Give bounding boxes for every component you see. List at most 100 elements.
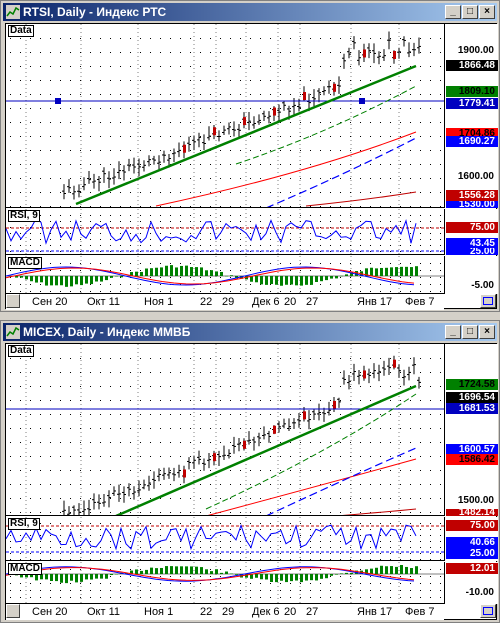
- price-grid: [220, 150, 221, 151]
- macd-grid: [250, 569, 251, 570]
- price-grid: [120, 358, 121, 359]
- price-grid: [330, 108, 331, 109]
- macd-grid: [300, 590, 301, 591]
- price-grid: [10, 498, 11, 499]
- price-grid: [10, 428, 11, 429]
- price-grid: [270, 428, 271, 429]
- rsi-grid: [420, 523, 421, 524]
- price-grid: [10, 400, 11, 401]
- price-grid: [350, 442, 351, 443]
- price-grid: [370, 442, 371, 443]
- price-grid: [220, 192, 221, 193]
- price-grid: [400, 498, 401, 499]
- price-grid: [40, 358, 41, 359]
- chart-area[interactable]: Data 1900.00 1600.00 1866.48 1809.10 177…: [5, 23, 498, 310]
- price-grid: [100, 52, 101, 53]
- price-grid: [110, 414, 111, 415]
- price-grid: [300, 108, 301, 109]
- close-button[interactable]: ×: [479, 5, 495, 19]
- macd-pane[interactable]: MACD: [6, 562, 444, 604]
- minimize-button[interactable]: _: [445, 325, 461, 339]
- price-grid: [440, 400, 441, 401]
- minimize-button[interactable]: _: [445, 5, 461, 19]
- price-grid: [90, 442, 91, 443]
- rsi-grid: [150, 245, 151, 246]
- close-button[interactable]: ×: [479, 325, 495, 339]
- price-grid: [20, 442, 21, 443]
- price-grid: [80, 358, 81, 359]
- macd-histogram-bar: [190, 267, 193, 276]
- price-grid: [110, 52, 111, 53]
- macd-histogram-bar: [40, 276, 43, 283]
- rsi-grid: [10, 547, 11, 548]
- scroll-left-button[interactable]: [6, 294, 20, 308]
- price-grid: [330, 164, 331, 165]
- macd-histogram-bar: [185, 265, 188, 276]
- price-pane[interactable]: Data: [6, 344, 444, 516]
- moving-average-red: [155, 131, 417, 207]
- scroll-left-button[interactable]: [6, 604, 20, 618]
- rsi-pane[interactable]: RSI, 9: [6, 517, 444, 561]
- price-tick: 1500.00: [457, 495, 494, 506]
- rsi-grid: [400, 227, 401, 228]
- macd-pane[interactable]: MACD: [6, 256, 444, 294]
- macd-histogram-bar: [100, 574, 103, 579]
- price-grid: [140, 108, 141, 109]
- price-grid: [320, 498, 321, 499]
- maximize-button[interactable]: □: [462, 5, 478, 19]
- chart-settings-icon[interactable]: [480, 294, 496, 308]
- price-grid: [180, 512, 181, 513]
- price-grid: [320, 136, 321, 137]
- maximize-button[interactable]: □: [462, 325, 478, 339]
- price-grid: [260, 358, 261, 359]
- price-grid: [420, 442, 421, 443]
- rsi-grid: [250, 251, 251, 252]
- price-grid: [240, 358, 241, 359]
- title-bar[interactable]: MICEX, Daily - Индекс ММВБ _ □ ×: [3, 323, 497, 341]
- rsi-grid: [50, 215, 51, 216]
- macd-histogram-bar: [330, 276, 333, 279]
- rsi-grid: [180, 251, 181, 252]
- price-grid: [200, 38, 201, 39]
- macd-grid: [170, 263, 171, 264]
- macd-grid: [160, 597, 161, 598]
- price-grid: [440, 498, 441, 499]
- rsi-grid: [300, 233, 301, 234]
- rsi-grid: [360, 553, 361, 554]
- macd-grid: [230, 284, 231, 285]
- macd-grid: [440, 576, 441, 577]
- macd-grid: [50, 597, 51, 598]
- chart-area[interactable]: Data 1500.00 1724.58 1696.54 1681.53 160…: [5, 343, 498, 620]
- title-bar[interactable]: RTSI, Daily - Индекс РТС _ □ ×: [3, 3, 497, 21]
- micex-chart-window[interactable]: MICEX, Daily - Индекс ММВБ _ □ × Data 15…: [0, 320, 500, 623]
- macd-grid: [420, 291, 421, 292]
- rsi-pane[interactable]: RSI, 9: [6, 209, 444, 255]
- rsi-grid: [80, 529, 81, 530]
- chart-settings-icon[interactable]: [480, 604, 496, 618]
- price-grid: [100, 136, 101, 137]
- price-grid: [10, 178, 11, 179]
- price-grid: [330, 66, 331, 67]
- rsi-grid: [240, 535, 241, 536]
- price-grid: [430, 178, 431, 179]
- rtsi-chart-window[interactable]: RTSI, Daily - Индекс РТС _ □ × Data 1900…: [0, 0, 500, 312]
- price-grid: [250, 52, 251, 53]
- price-grid: [230, 136, 231, 137]
- price-grid: [280, 442, 281, 443]
- macd-histogram-bar: [295, 276, 298, 286]
- price-grid: [420, 94, 421, 95]
- moving-average-long: [305, 191, 417, 207]
- rsi-grid: [90, 239, 91, 240]
- macd-grid: [320, 284, 321, 285]
- macd-grid: [220, 284, 221, 285]
- price-grid: [100, 94, 101, 95]
- rsi-grid: [170, 535, 171, 536]
- rsi-grid: [60, 523, 61, 524]
- rsi-grid: [370, 535, 371, 536]
- rsi-grid: [140, 541, 141, 542]
- price-pane[interactable]: Data: [6, 24, 444, 208]
- moving-average-green: [235, 85, 417, 165]
- price-grid: [250, 94, 251, 95]
- macd-grid: [210, 277, 211, 278]
- price-grid: [40, 38, 41, 39]
